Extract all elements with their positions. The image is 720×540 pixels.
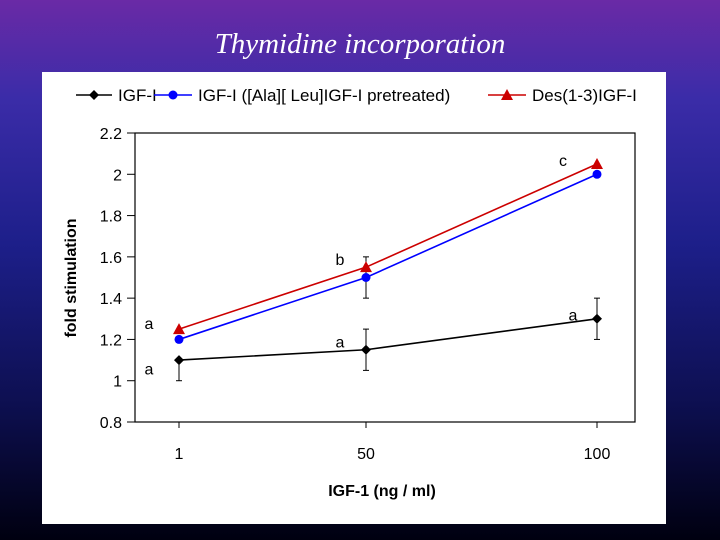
y-tick-label: 0.8 [100, 415, 122, 432]
legend-label: IGF-I [118, 86, 157, 105]
data-point [592, 169, 602, 179]
y-tick-label: 1.8 [100, 209, 122, 226]
legend-marker [168, 90, 178, 100]
annotation-label: a [145, 316, 154, 333]
annotation-label: a [569, 308, 578, 325]
series-line-0 [178, 317, 598, 361]
legend: IGF-I IGF-I ([Ala][ Leu]IGF-I pretreated)… [76, 86, 637, 105]
y-axis-title: fold stimulation [63, 218, 80, 337]
y-tick-label: 1.6 [100, 250, 122, 267]
x-tick-label: 50 [357, 446, 375, 463]
y-tick-label: 1.4 [100, 291, 122, 308]
y-axis: 0.8 1 1.2 1.4 1.6 1.8 2 2.2 [100, 126, 135, 432]
y-tick-label: 1.2 [100, 332, 122, 349]
data-point [174, 355, 184, 366]
legend-label: IGF-I ([Ala][ Leu]IGF-I pretreated) [198, 86, 450, 105]
series-layer [173, 157, 603, 366]
data-point [361, 273, 371, 282]
data-point [174, 334, 184, 344]
chart: IGF-I IGF-I ([Ala][ Leu]IGF-I pretreated)… [63, 86, 637, 500]
x-tick-label: 1 [175, 446, 184, 463]
plot-area [134, 132, 636, 423]
slide-title: Thymidine incorporation [214, 28, 506, 60]
chart-panel: IGF-I IGF-I ([Ala][ Leu]IGF-I pretreated)… [42, 72, 666, 524]
annotation-label: b [336, 252, 345, 269]
annotations: a a a b a c [145, 153, 578, 378]
series-line-2 [178, 163, 598, 330]
legend-label: Des(1-3)IGF-I [532, 86, 637, 105]
legend-marker [89, 90, 99, 100]
data-point [591, 157, 603, 169]
y-tick-label: 2 [113, 167, 122, 184]
data-point [592, 313, 602, 324]
y-tick-label: 2.2 [100, 126, 122, 143]
annotation-label: c [559, 153, 567, 170]
annotation-label: a [145, 361, 154, 378]
x-tick-label: 100 [584, 446, 611, 463]
data-point [360, 261, 372, 273]
x-axis-title: IGF-1 (ng / ml) [328, 483, 436, 500]
y-tick-label: 1 [113, 374, 122, 391]
annotation-label: a [336, 334, 345, 351]
data-point [361, 344, 371, 355]
legend-marker [501, 89, 513, 100]
x-axis: 1 50 100 [175, 422, 611, 463]
data-point [173, 323, 185, 335]
